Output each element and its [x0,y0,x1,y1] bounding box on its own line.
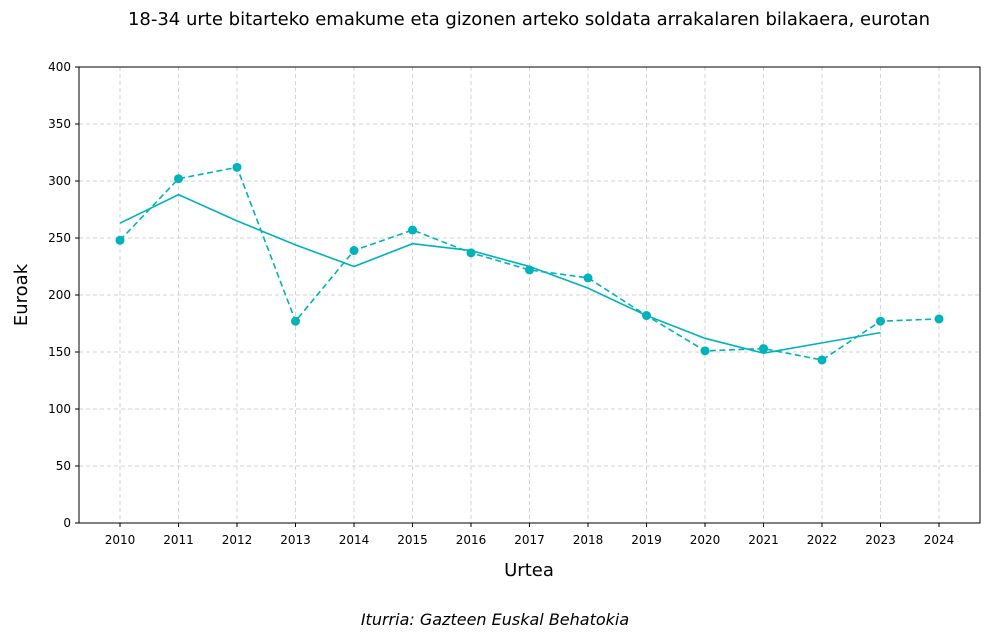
data-point [934,314,944,324]
y-tick-label: 0 [63,516,71,530]
data-point [408,225,417,235]
data-point [349,246,359,256]
y-tick-label: 100 [48,402,71,416]
x-tick-label: 2019 [631,533,662,547]
data-point [759,344,768,354]
data-point [291,316,300,326]
y-axis-label: Euroak [11,263,32,326]
data-point [700,346,710,356]
y-tick-label: 400 [48,60,71,74]
data-point [876,316,885,326]
y-tick-label: 200 [48,288,71,302]
series-line-1 [119,193,881,354]
ticks: 2010 2011 2012 2013 2014 2015 2016 2017 2018 2019… [48,60,954,547]
data-point [115,235,125,245]
data-point [232,162,242,172]
y-tick-label: 300 [48,174,71,188]
chart-title: 18-34 urte bitarteko emakume eta gizonen… [128,9,930,30]
x-tick-label: 2020 [690,533,721,547]
data-point [174,174,183,184]
x-tick-label: 2016 [456,533,487,547]
data-point [817,355,827,365]
y-tick-label: 250 [48,231,71,245]
y-tick-label: 150 [48,345,71,359]
y-tick-label: 50 [56,459,71,473]
x-tick-label: 2023 [865,533,896,547]
y-tick-label: 350 [48,117,71,131]
x-tick-label: 2014 [339,533,370,547]
x-tick-label: 2017 [514,533,545,547]
source-note: Iturria: Gazteen Euskal Behatokia [361,610,629,629]
series-group [115,162,944,365]
x-tick-label: 2022 [807,533,838,547]
x-tick-label: 2024 [924,533,955,547]
x-tick-label: 2011 [163,533,194,547]
x-axis-label: Urtea [504,560,554,581]
grid [79,66,980,524]
x-tick-label: 2018 [573,533,604,547]
x-tick-label: 2013 [280,533,311,547]
x-tick-label: 2010 [105,533,136,547]
x-tick-label: 2021 [748,533,779,547]
x-tick-label: 2012 [222,533,253,547]
data-point [583,273,593,283]
x-tick-label: 2015 [397,533,428,547]
